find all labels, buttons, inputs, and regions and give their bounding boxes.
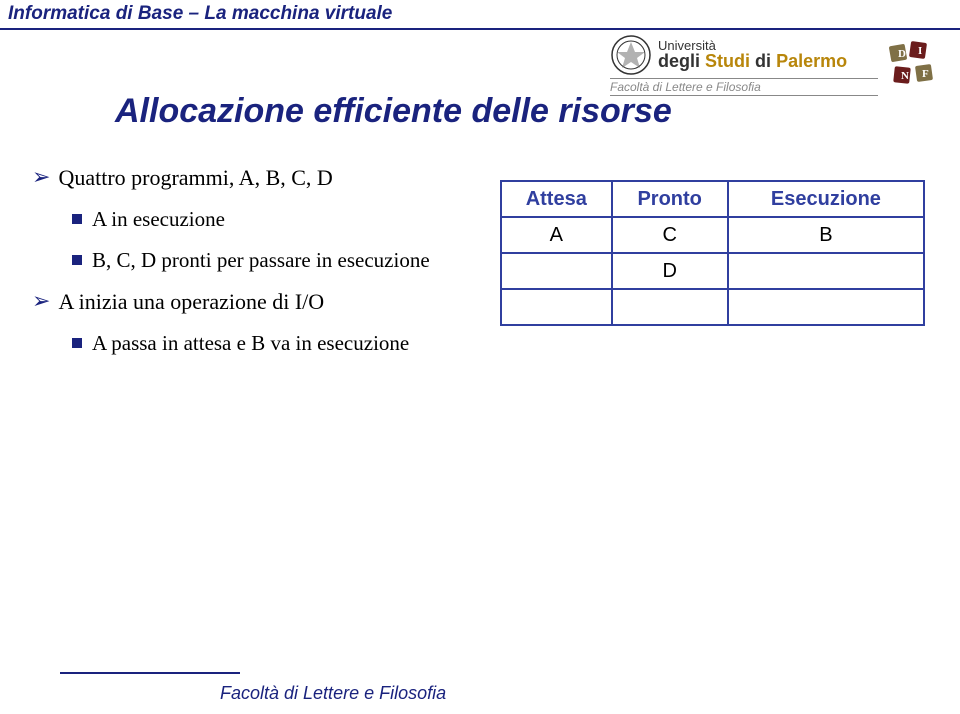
- logo-line1: Università: [658, 39, 847, 53]
- svg-text:D: D: [898, 48, 906, 60]
- svg-text:O: O: [923, 81, 930, 91]
- square-bullet-icon: [72, 214, 82, 224]
- svg-text:F: F: [922, 68, 929, 80]
- university-seal-icon: [610, 34, 652, 76]
- col-attesa: Attesa: [501, 181, 612, 217]
- header-bar: Informatica di Base – La macchina virtua…: [0, 0, 960, 30]
- logo-line2: degli Studi di Palermo: [658, 52, 847, 71]
- bullet-1-1: A in esecuzione: [32, 206, 472, 233]
- bullet-2-1: A passa in attesa e B va in esecuzione: [32, 330, 472, 357]
- svg-text:I: I: [918, 45, 922, 57]
- col-pronto: Pronto: [612, 181, 728, 217]
- university-logo: Università degli Studi di Palermo Facolt…: [610, 34, 878, 96]
- table-row: D: [501, 253, 924, 289]
- svg-text:N: N: [901, 70, 909, 82]
- branding-block: Università degli Studi di Palermo Facolt…: [610, 30, 940, 100]
- state-table: Attesa Pronto Esecuzione A C B D: [500, 180, 925, 326]
- square-bullet-icon: [72, 255, 82, 265]
- arrow-icon: ➢: [32, 288, 50, 314]
- footer-text: Facoltà di Lettere e Filosofia: [220, 683, 446, 704]
- slide-body: ➢ Quattro programmi, A, B, C, D A in ese…: [32, 150, 472, 357]
- bullet-1: ➢ Quattro programmi, A, B, C, D: [32, 164, 472, 192]
- bullet-1-2: B, C, D pronti per passare in esecuzione: [32, 247, 472, 274]
- table-row: A C B: [501, 217, 924, 253]
- slide-title: Allocazione efficiente delle risorse: [115, 92, 672, 131]
- table-row: [501, 289, 924, 325]
- bullet-2: ➢ A inizia una operazione di I/O: [32, 288, 472, 316]
- col-esecuzione: Esecuzione: [728, 181, 924, 217]
- table-header-row: Attesa Pronto Esecuzione: [501, 181, 924, 217]
- faculty-mark-icon: D I N F O: [888, 39, 940, 91]
- course-title: Informatica di Base – La macchina virtua…: [0, 3, 392, 25]
- footer-divider: [60, 672, 240, 674]
- arrow-icon: ➢: [32, 164, 50, 190]
- square-bullet-icon: [72, 338, 82, 348]
